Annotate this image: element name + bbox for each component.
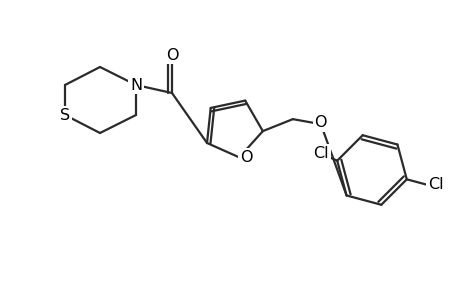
Text: N: N bbox=[129, 77, 142, 92]
Text: Cl: Cl bbox=[313, 146, 328, 161]
Text: S: S bbox=[60, 107, 70, 122]
Text: O: O bbox=[165, 47, 178, 62]
Text: O: O bbox=[314, 115, 326, 130]
Text: Cl: Cl bbox=[427, 177, 443, 192]
Text: O: O bbox=[240, 150, 252, 165]
